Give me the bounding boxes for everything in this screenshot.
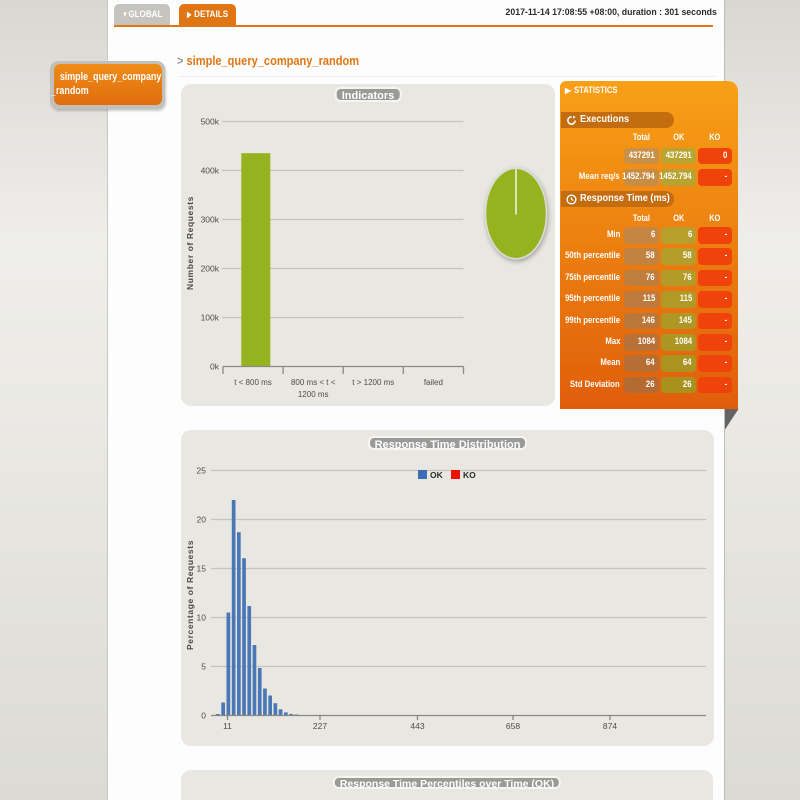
- svg-text:KO: KO: [463, 470, 476, 480]
- svg-text:t > 1200 ms: t > 1200 ms: [352, 378, 394, 387]
- svg-text:1200 ms: 1200 ms: [298, 390, 329, 399]
- svg-text:443: 443: [410, 721, 424, 731]
- svg-text:400k: 400k: [201, 166, 220, 176]
- svg-text:658: 658: [506, 721, 520, 731]
- svg-text:t < 800 ms: t < 800 ms: [234, 378, 272, 387]
- svg-text:Number of Requests: Number of Requests: [185, 196, 195, 290]
- svg-text:failed: failed: [424, 378, 443, 387]
- svg-text:0: 0: [201, 711, 206, 721]
- svg-text:227: 227: [313, 721, 327, 731]
- svg-text:5: 5: [201, 662, 206, 672]
- svg-text:OK: OK: [430, 470, 444, 480]
- svg-text:100k: 100k: [201, 313, 220, 323]
- svg-text:800 ms < t <: 800 ms < t <: [291, 378, 336, 387]
- svg-text:0k: 0k: [210, 361, 220, 371]
- svg-text:874: 874: [603, 721, 617, 731]
- svg-text:15: 15: [197, 564, 207, 574]
- svg-text:200k: 200k: [201, 264, 220, 274]
- svg-text:20: 20: [197, 515, 207, 525]
- svg-text:500k: 500k: [201, 117, 220, 127]
- svg-text:Percentage of Requests: Percentage of Requests: [185, 540, 195, 650]
- svg-text:25: 25: [197, 466, 207, 476]
- svg-text:10: 10: [197, 613, 207, 623]
- svg-text:11: 11: [223, 721, 232, 731]
- svg-text:300k: 300k: [201, 215, 220, 225]
